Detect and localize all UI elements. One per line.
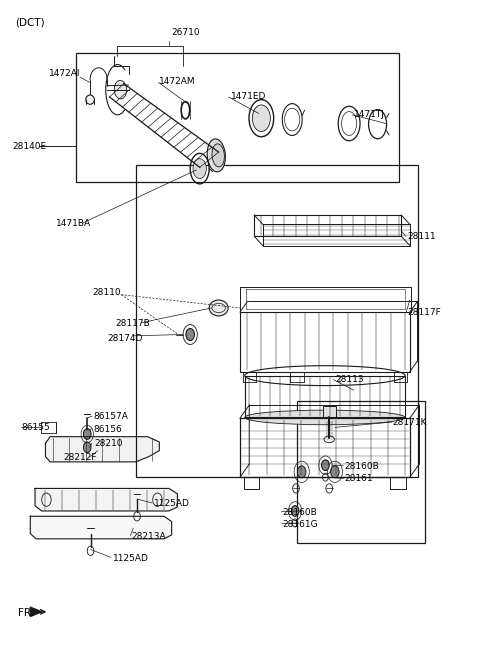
Text: 1472AI: 1472AI: [49, 70, 81, 78]
Polygon shape: [35, 488, 178, 511]
Ellipse shape: [245, 410, 405, 425]
Text: (DCT): (DCT): [14, 17, 44, 27]
Text: 1472AM: 1472AM: [159, 76, 196, 86]
Text: 1125AD: 1125AD: [113, 553, 149, 563]
Text: 1125AD: 1125AD: [154, 498, 190, 508]
Ellipse shape: [252, 105, 270, 132]
Text: 28213A: 28213A: [132, 532, 167, 541]
Text: 28111: 28111: [407, 232, 436, 241]
Text: 86157A: 86157A: [94, 412, 129, 421]
Ellipse shape: [86, 95, 95, 104]
Ellipse shape: [212, 144, 225, 167]
Text: 28117F: 28117F: [407, 308, 441, 317]
Text: 28113: 28113: [335, 375, 363, 384]
Text: 28210: 28210: [94, 439, 122, 448]
Text: 86156: 86156: [94, 425, 122, 434]
Text: 28171K: 28171K: [393, 417, 427, 427]
Circle shape: [298, 466, 306, 478]
Text: 86155: 86155: [22, 423, 50, 432]
Text: 28161G: 28161G: [283, 520, 318, 529]
Text: 28160B: 28160B: [344, 462, 379, 471]
Polygon shape: [30, 516, 172, 539]
Bar: [136, 165, 418, 477]
Text: 28161: 28161: [344, 474, 373, 483]
Text: 28160B: 28160B: [283, 508, 317, 517]
Ellipse shape: [209, 300, 228, 316]
Circle shape: [331, 466, 339, 478]
Text: FR.: FR.: [18, 608, 34, 618]
Bar: [76, 53, 399, 182]
Text: 28117B: 28117B: [116, 319, 150, 328]
Bar: [297, 401, 425, 543]
Text: 26710: 26710: [171, 28, 200, 37]
Text: 28140E: 28140E: [12, 142, 47, 151]
Circle shape: [84, 442, 91, 453]
Text: 1471ED: 1471ED: [230, 92, 266, 102]
Text: 28110: 28110: [92, 288, 120, 297]
Circle shape: [84, 429, 91, 440]
Text: 1471BA: 1471BA: [56, 219, 91, 227]
Polygon shape: [46, 437, 159, 462]
Circle shape: [322, 460, 329, 470]
Ellipse shape: [245, 366, 405, 385]
Circle shape: [291, 506, 299, 516]
Circle shape: [186, 328, 194, 341]
Text: 28174D: 28174D: [107, 334, 143, 343]
Polygon shape: [30, 607, 42, 616]
Ellipse shape: [207, 139, 226, 172]
Bar: [323, 406, 336, 417]
Ellipse shape: [193, 159, 206, 179]
Text: 28212F: 28212F: [63, 454, 97, 462]
Text: 1471TJ: 1471TJ: [354, 110, 385, 119]
Ellipse shape: [114, 80, 127, 99]
